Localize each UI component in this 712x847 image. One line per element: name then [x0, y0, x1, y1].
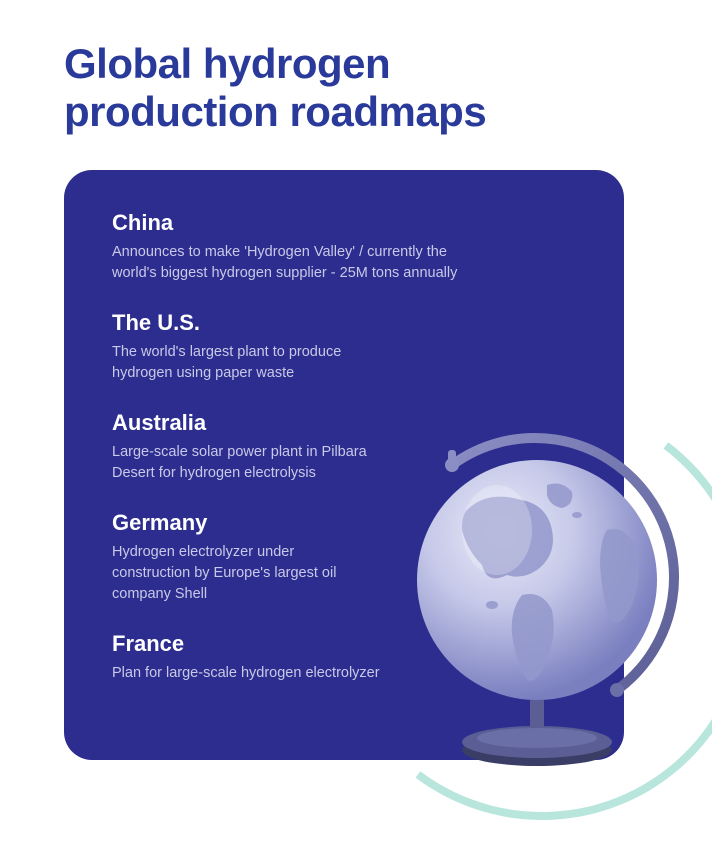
title-line-2: production roadmaps [64, 88, 486, 135]
country-description: Hydrogen electrolyzer under construction… [112, 542, 372, 605]
title-line-1: Global hydrogen [64, 40, 390, 87]
country-block: China Announces to make 'Hydrogen Valley'… [112, 210, 576, 284]
country-name: The U.S. [112, 310, 576, 336]
country-description: Large-scale solar power plant in Pilbara… [112, 442, 372, 484]
country-description: Announces to make 'Hydrogen Valley' / cu… [112, 242, 492, 284]
country-description: The world's largest plant to produce hyd… [112, 342, 372, 384]
page-title: Global hydrogen production roadmaps [0, 0, 712, 137]
country-block: The U.S. The world's largest plant to pro… [112, 310, 576, 384]
country-name: China [112, 210, 576, 236]
globe-illustration [392, 420, 682, 780]
